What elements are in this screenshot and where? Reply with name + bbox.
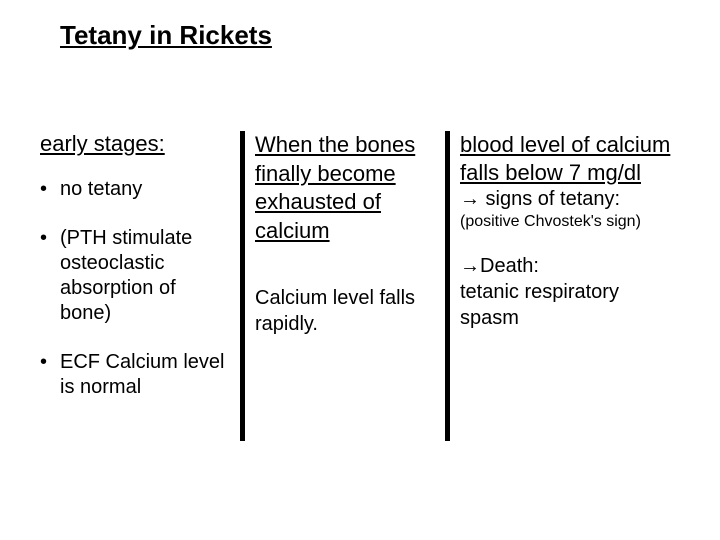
column-exhausted: When the bones finally become exhausted … <box>245 131 445 441</box>
columns-container: early stages: no tetany (PTH stimulate o… <box>30 131 690 441</box>
list-item: (PTH stimulate osteoclastic absorption o… <box>40 226 230 326</box>
col3-heading: blood level of calcium falls below 7 mg/… <box>460 131 680 186</box>
page-title: Tetany in Rickets <box>60 20 690 51</box>
col1-bullet-list: no tetany (PTH stimulate osteoclastic ab… <box>40 177 230 400</box>
col3-chvostek-note: (positive Chvostek's sign) <box>460 212 680 233</box>
col3-death-line: →Death: <box>460 253 680 279</box>
col2-heading: When the bones finally become exhausted … <box>255 131 435 245</box>
column-blood-level: blood level of calcium falls below 7 mg/… <box>450 131 690 441</box>
col1-heading: early stages: <box>40 131 230 157</box>
col2-text: Calcium level falls rapidly. <box>255 285 435 337</box>
column-early-stages: early stages: no tetany (PTH stimulate o… <box>30 131 240 441</box>
col3-signs-line: → signs of tetany: <box>460 186 680 212</box>
list-item: ECF Calcium level is normal <box>40 350 230 400</box>
col3-spasm-line: tetanic respiratory spasm <box>460 279 680 331</box>
list-item: no tetany <box>40 177 230 202</box>
